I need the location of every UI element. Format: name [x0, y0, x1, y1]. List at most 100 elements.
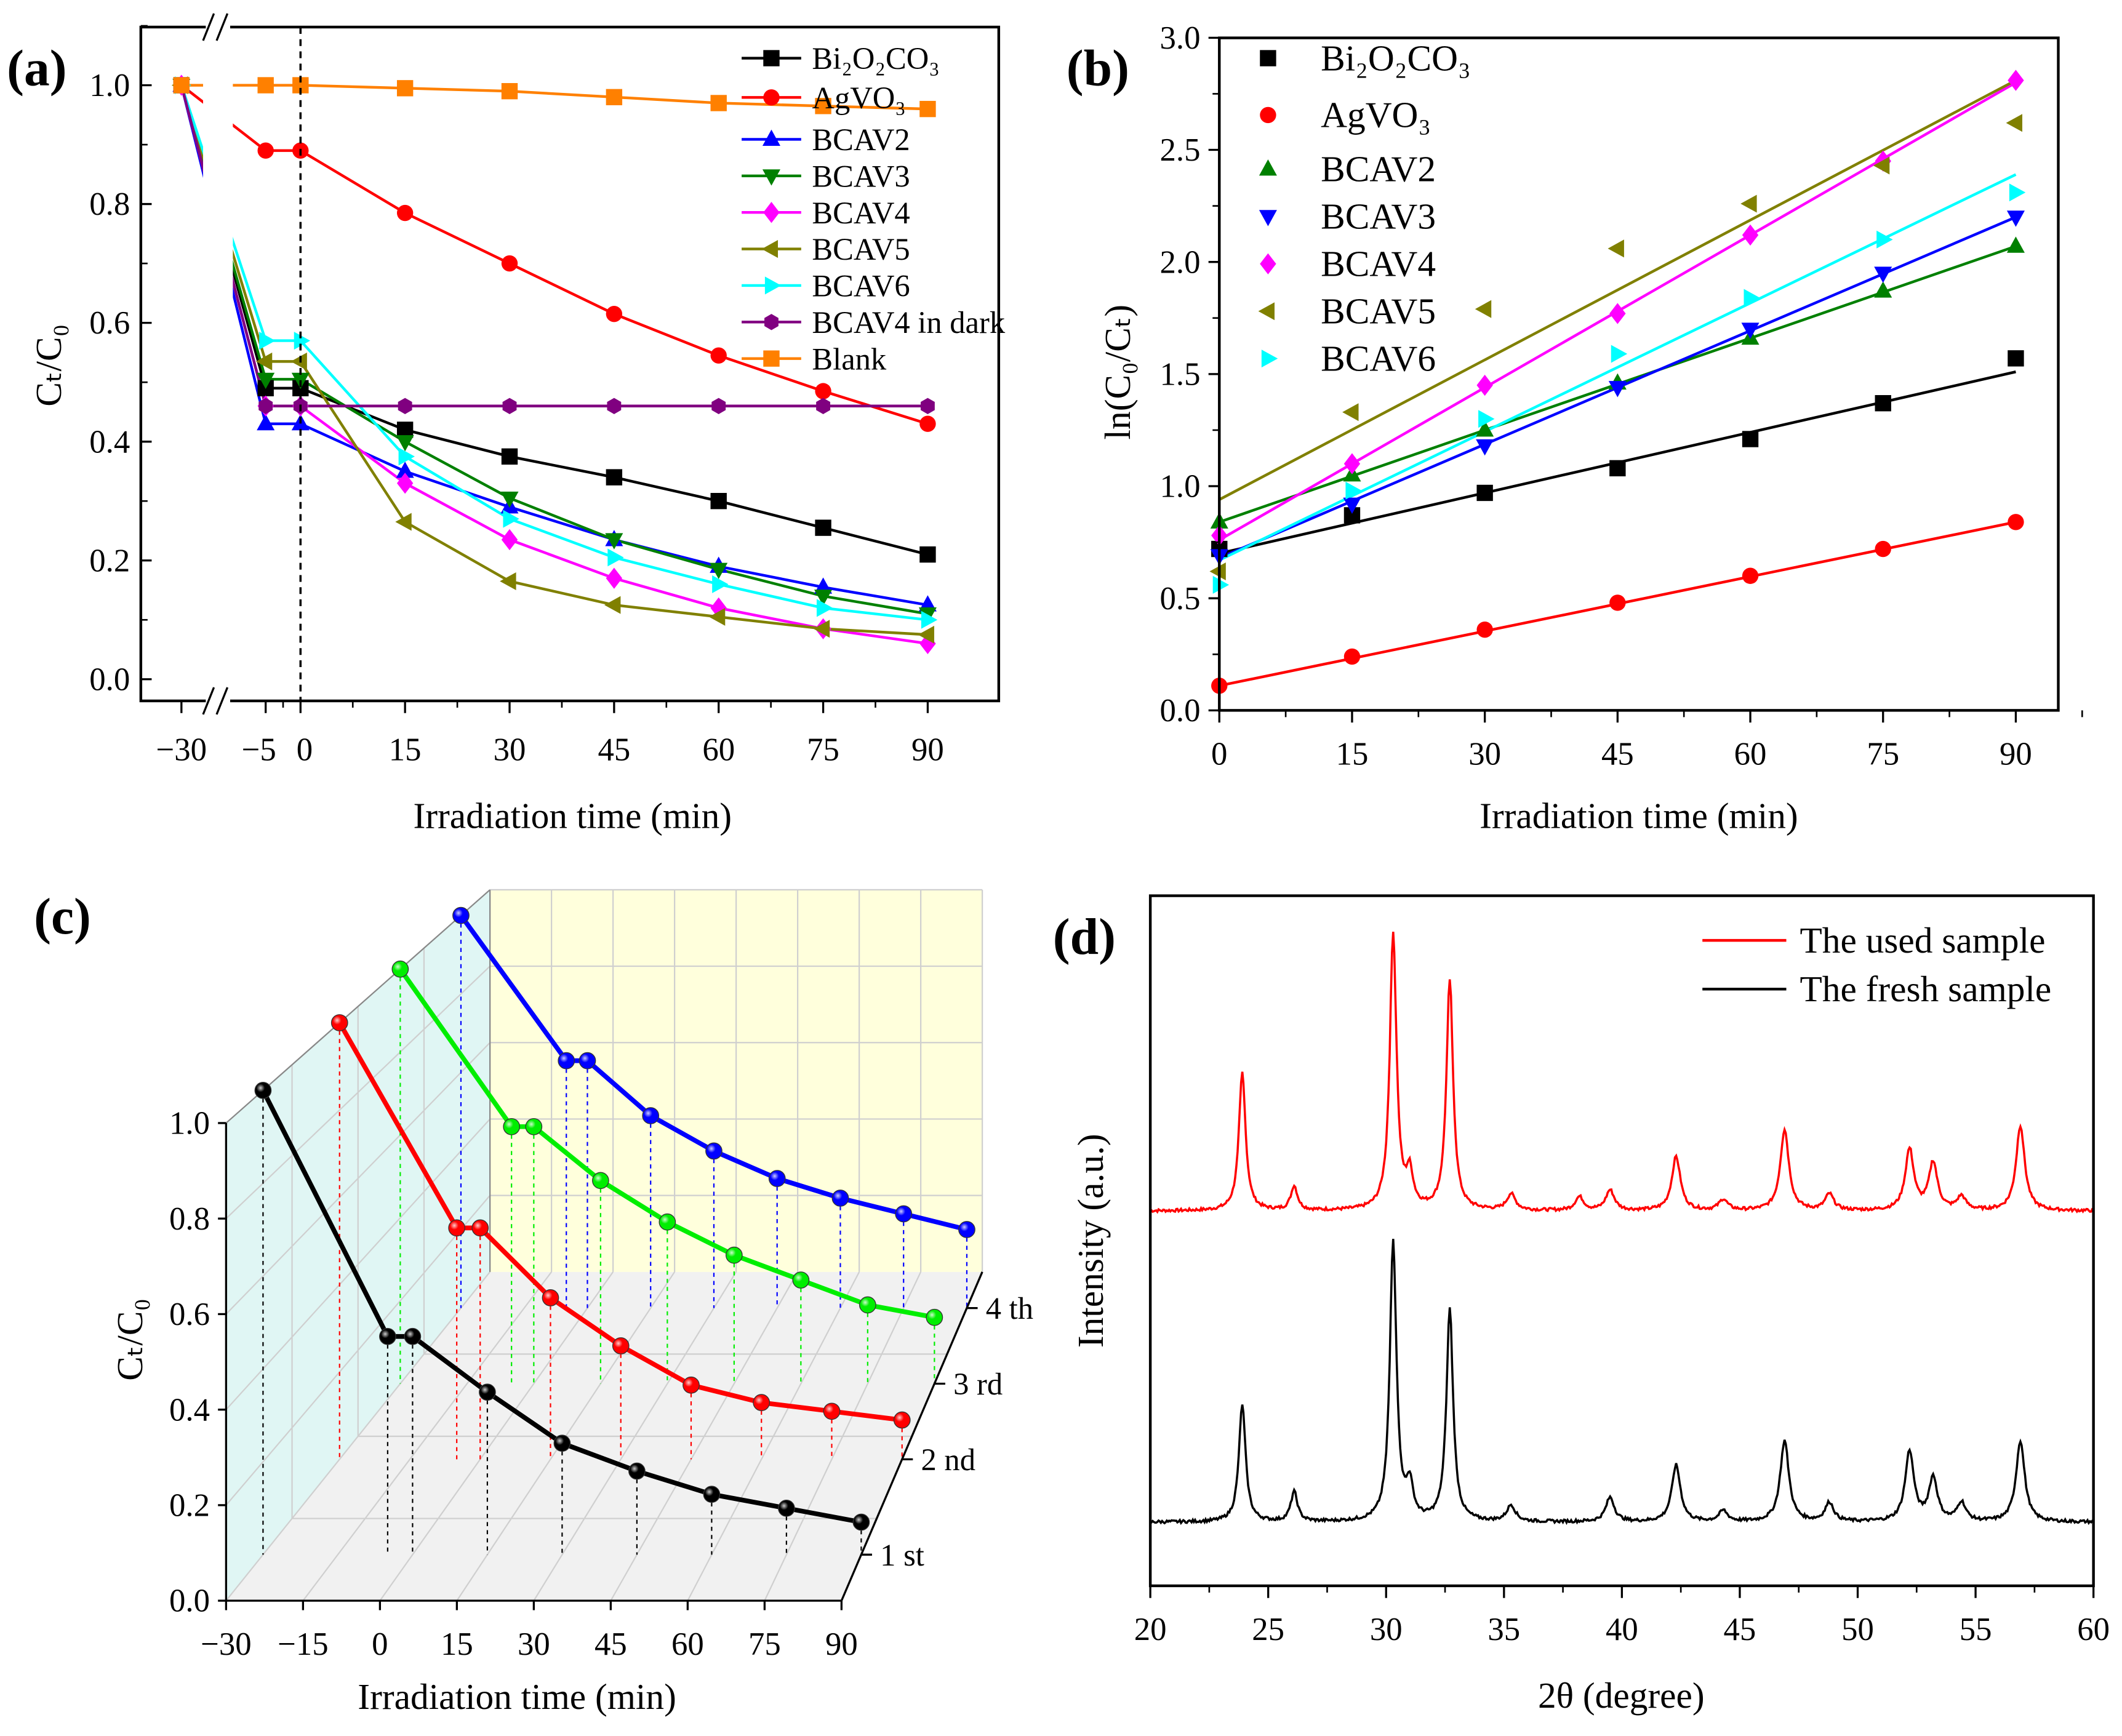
data-point-bcav4-in-dark [607, 398, 622, 414]
axis-break-gap [202, 20, 233, 708]
panel-d-xrd-patterns: 20 25 30 35 40 45 50 55 60 2θ (degree) Intensity (… [1070, 894, 2110, 1716]
point-highlight [832, 1190, 849, 1207]
legend-label-bcav2: BCAV2 [1321, 149, 1436, 190]
data-point-bcav3 [605, 533, 623, 550]
data-point-bcav6 [1744, 289, 1760, 307]
point-highlight [579, 1052, 596, 1069]
x-tick-label: 75 [1867, 736, 1899, 772]
data-point-bcav2 [396, 462, 414, 478]
x-tick-label: 30 [1370, 1612, 1403, 1647]
data-point-bcav4-in-dark [711, 398, 726, 414]
data-point-agvo [1609, 594, 1626, 611]
data-point-bcav5 [1342, 403, 1359, 422]
data-point-bcav6 [712, 575, 729, 593]
y-tick-label: 2.5 [1160, 132, 1201, 168]
data-point-bcav5 [1475, 300, 1492, 318]
data-point-bcav3 [710, 562, 728, 580]
legend-label-agvo: AgVO₃ [1321, 95, 1431, 135]
data-point-bcav6 [294, 332, 311, 350]
x-tick-label: 90 [825, 1626, 858, 1662]
data-point-bcav6 [1345, 481, 1362, 500]
data-point-agvo [815, 383, 831, 399]
x-tick-label: 55 [1960, 1612, 1992, 1647]
point-highlight [542, 1289, 559, 1306]
left-wall-grid-line [225, 1042, 490, 1315]
panel-c-cycling-3d-plot: 0.0 0.2 0.4 0.6 0.8 1.0 −30 −15 0 15 30 45 60 75 90 1 s… [110, 889, 1033, 1717]
x-tick-label: 45 [595, 1626, 627, 1662]
panel-label-a: (a) [7, 41, 66, 97]
data-point-bcav4 [1609, 303, 1626, 324]
data-point-bcav5 [708, 607, 726, 626]
x-tick-label: −5 [242, 732, 276, 768]
data-point-agvo [1343, 648, 1361, 665]
x-tick-label: 90 [911, 732, 944, 768]
data-point-agvo [710, 347, 727, 364]
legend-marker [764, 276, 782, 295]
point-highlight [793, 1271, 809, 1289]
data-point-blank [501, 82, 518, 100]
wall-edge [225, 889, 490, 1124]
data-point-bcav2 [1874, 281, 1892, 298]
panel-b-kinetics-plot: 0.0 0.5 1.0 1.5 2.0 2.5 3.0 0 15 30 45 60 75 90 Irradi… [1097, 20, 2083, 836]
x-axis-title: 2θ (degree) [1538, 1675, 1705, 1716]
data-point-bcav4 [1476, 374, 1493, 396]
data-point-bcav5 [1740, 194, 1757, 213]
data-point-bcav3 [1741, 322, 1760, 339]
xrd-curve-the-fresh-sample [1149, 1239, 2094, 1526]
data-point-bcav6 [817, 599, 833, 617]
x-tick-label: 40 [1606, 1612, 1638, 1647]
y-tick-label: 1.0 [89, 68, 130, 103]
y-tick-label: 2.0 [1160, 244, 1201, 280]
legend-marker [1260, 253, 1276, 274]
legend-label-bcav4: BCAV4 [1321, 244, 1436, 284]
legend-label-bcav4: BCAV4 [812, 196, 910, 230]
data-point-bcav6 [1212, 575, 1230, 594]
legend-label-blank: Blank [812, 342, 886, 376]
data-point-bcav4 [1742, 224, 1759, 246]
data-point-agvo [1742, 567, 1759, 584]
x-tick-label: 50 [1841, 1612, 1874, 1647]
data-point-bcav5 [395, 513, 412, 531]
point-highlight [778, 1500, 795, 1517]
data-point-blank [710, 95, 727, 111]
x-tick-label: 75 [807, 732, 839, 768]
data-point-bcav4-in-dark [816, 398, 830, 414]
legend-marker [763, 89, 780, 106]
point-highlight [255, 1082, 271, 1099]
axis-break-mark [215, 687, 229, 715]
panel-label-b: (b) [1067, 41, 1129, 97]
legend-marker [762, 129, 780, 146]
data-point-bcav2 [2006, 236, 2025, 253]
y-tick-label: 0.4 [89, 424, 130, 460]
data-point-bi-o-co [606, 469, 623, 486]
y-tick-label: 3.0 [1160, 20, 1201, 56]
data-point-bcav4 [501, 529, 518, 551]
left-wall-grid-line [225, 1118, 490, 1410]
data-point-bcav6 [259, 332, 276, 350]
data-point-agvo [1476, 621, 1493, 638]
y-axis-title: Cₜ/C₀ [110, 1298, 150, 1381]
point-highlight [726, 1247, 743, 1263]
x-tick-label: 60 [702, 732, 735, 768]
data-point-agvo [919, 415, 936, 432]
x-axis-title: Irradiation time (min) [413, 796, 732, 836]
data-point-bcav5 [918, 625, 934, 644]
data-point-agvo [396, 204, 414, 222]
point-highlight [859, 1297, 876, 1313]
x-tick-label: −15 [278, 1626, 329, 1662]
x-tick-label: 35 [1487, 1612, 1520, 1647]
point-highlight [592, 1172, 609, 1189]
x-tick-label: 30 [1468, 736, 1501, 772]
data-point-bi-o-co [919, 546, 936, 563]
legend-label-bcav5: BCAV5 [812, 232, 910, 266]
panel-label-d: (d) [1053, 909, 1116, 966]
data-point-agvo [1875, 540, 1891, 558]
fit-line-bcav5 [1219, 79, 2017, 501]
y-tick-label: 1.0 [169, 1106, 210, 1142]
legend-marker [1260, 50, 1276, 66]
point-highlight [753, 1394, 770, 1411]
y-tick-label: 0.8 [89, 186, 130, 222]
data-point-bcav3 [2006, 210, 2025, 227]
point-highlight [392, 961, 409, 977]
point-highlight [628, 1463, 646, 1479]
